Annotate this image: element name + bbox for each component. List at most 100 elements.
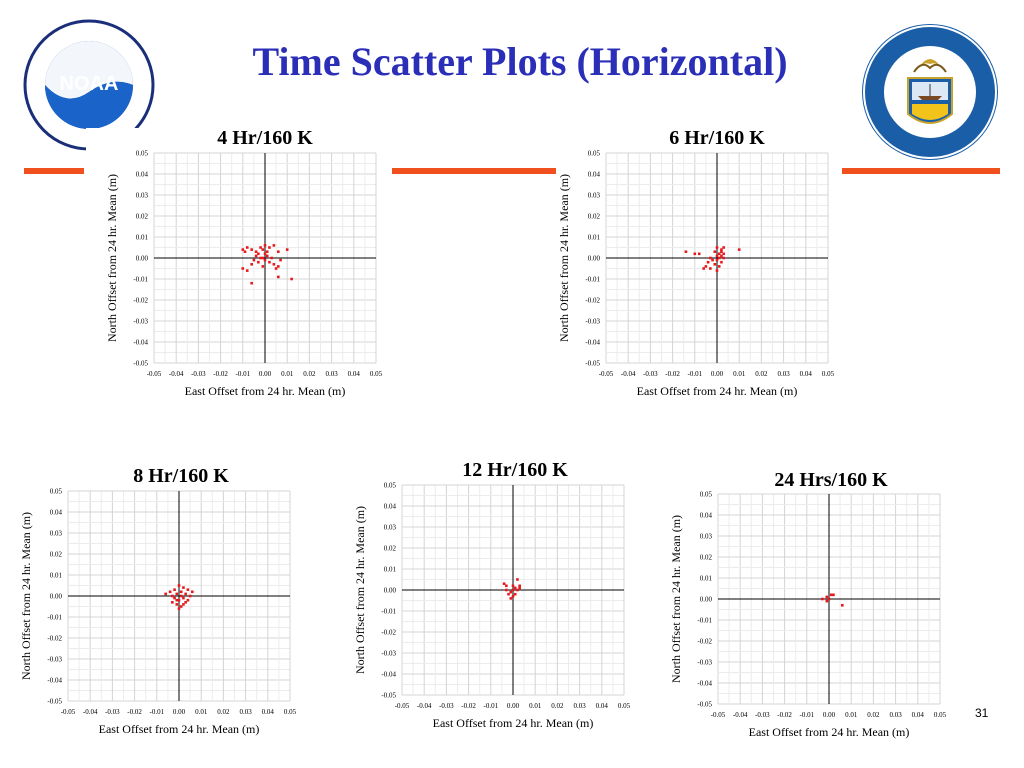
scatter-point [245,246,249,249]
x-tick-label: -0.03 [755,711,770,719]
y-tick-label: -0.05 [133,360,148,368]
x-tick-label: -0.01 [800,711,815,719]
x-tick-label: 0.03 [239,708,252,716]
scatter-point [715,246,719,249]
x-tick-label: 0.02 [303,370,316,378]
scatter-point [171,601,174,604]
scatter-point [697,252,701,256]
accent-rule-right [842,168,1000,174]
scatter-point [704,265,708,268]
y-tick-label: 0.00 [136,255,149,263]
y-tick-label: 0.00 [384,587,397,595]
scatter-point [182,596,185,600]
y-tick-label: 0.01 [700,575,713,583]
scatter-point [179,594,183,598]
y-tick-label: 0.02 [136,213,149,221]
x-axis-label: East Offset from 24 hr. Mean (m) [637,384,798,398]
y-axis-label: North Offset from 24 hr. Mean (m) [19,512,33,680]
scatter-point [693,252,697,256]
scatter-point [250,263,253,266]
scatter-point [821,597,824,601]
y-tick-label: -0.04 [697,680,712,688]
scatter-point [263,252,267,256]
scatter-point [277,250,280,253]
y-tick-label: 0.05 [384,482,397,490]
scatter-point [513,592,517,596]
y-tick-label: 0.04 [136,171,149,179]
x-tick-label: 0.00 [823,711,836,719]
y-tick-label: -0.02 [381,629,396,637]
scatter-point [502,582,506,585]
chart-title-12hr: 12 Hr/160 K [462,459,568,481]
scatter-point [241,248,245,251]
y-tick-label: 0.04 [588,171,601,179]
noaa-logo-mask [86,128,156,158]
x-tick-label: 0.02 [867,711,880,719]
y-tick-label: -0.03 [133,318,148,326]
scatter-point [179,605,183,608]
accent-rule-left [24,168,84,174]
scatter-point [505,584,508,588]
x-axis-label: East Offset from 24 hr. Mean (m) [433,716,594,730]
scatter-point [177,607,181,610]
scatter-chart-6hr: -0.05 -0.05 -0.04 -0.04 -0.03 -0.03 -0.02 -0.02… [557,150,835,399]
y-tick-label: 0.00 [588,255,601,263]
scatter-point [516,588,519,592]
chart-title-24hrs: 24 Hrs/160 K [774,469,888,491]
scatter-point [173,588,176,591]
scatter-point [706,260,710,264]
noaa-logo-icon: NOAA [23,19,155,151]
y-tick-label: -0.05 [381,692,396,700]
scatter-point [268,260,271,264]
y-tick-label: 0.01 [384,566,397,574]
x-tick-label: -0.02 [213,370,228,378]
scatter-point [261,248,265,251]
y-tick-label: -0.05 [47,698,62,706]
scatter-point [717,265,721,268]
scatter-point [184,601,187,604]
x-tick-label: -0.02 [665,370,680,378]
scatter-point [252,258,256,262]
y-tick-label: 0.04 [700,512,713,520]
chart-title-4hr: 4 Hr/160 K [217,127,313,149]
y-tick-label: -0.03 [381,650,396,658]
scatter-point [722,256,725,260]
scatter-point [702,267,705,270]
y-axis-label: North Offset from 24 hr. Mean (m) [105,174,119,342]
scatter-point [259,256,262,260]
y-axis-label: North Offset from 24 hr. Mean (m) [353,506,367,674]
scatter-point [717,256,721,260]
scatter-point [263,258,267,262]
x-tick-label: 0.01 [281,370,294,378]
x-tick-label: -0.03 [439,702,454,710]
scatter-point [516,578,519,581]
x-tick-label: 0.04 [262,708,275,716]
scatter-point [261,256,265,260]
scatter-point [245,269,249,272]
scatter-point [277,275,280,279]
page-number: 31 [975,706,989,720]
x-tick-label: -0.05 [61,708,76,716]
x-tick-label: 0.03 [889,711,902,719]
accent-rule-middle [392,168,556,174]
x-axis-label: East Offset from 24 hr. Mean (m) [749,725,910,739]
scatter-point [737,248,741,251]
scatter-point [722,246,725,249]
scatter-point [168,590,172,594]
scatter-point [511,584,515,588]
scatter-point [270,256,273,260]
x-tick-label: 0.05 [934,711,947,719]
x-tick-label: -0.01 [484,702,499,710]
scatter-point [184,592,187,596]
scatter-point [841,604,844,607]
scatter-point [272,244,276,247]
y-tick-label: -0.02 [585,297,600,305]
y-tick-label: -0.05 [697,701,712,709]
x-tick-label: 0.05 [284,708,297,716]
scatter-point [250,248,253,251]
y-tick-label: 0.05 [136,150,149,158]
department-of-commerce-seal-icon [862,24,998,160]
x-tick-label: -0.03 [105,708,120,716]
y-tick-label: -0.02 [697,638,712,646]
scatter-point [175,603,179,606]
